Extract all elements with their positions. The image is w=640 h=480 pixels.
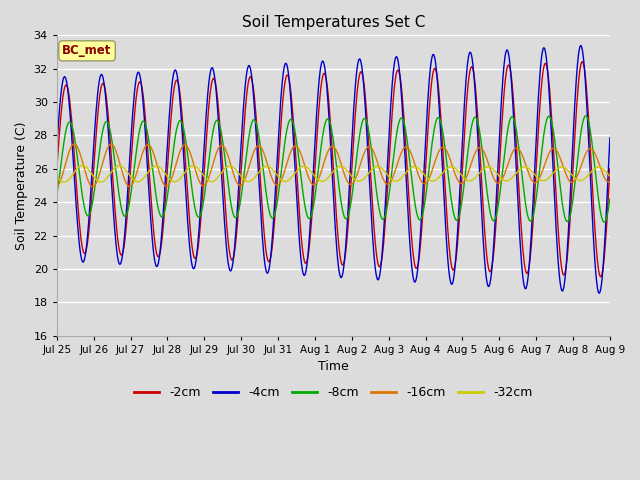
Y-axis label: Soil Temperature (C): Soil Temperature (C) [15,121,28,250]
Text: BC_met: BC_met [62,44,112,57]
X-axis label: Time: Time [318,360,349,373]
Title: Soil Temperatures Set C: Soil Temperatures Set C [242,15,425,30]
Legend: -2cm, -4cm, -8cm, -16cm, -32cm: -2cm, -4cm, -8cm, -16cm, -32cm [129,382,538,405]
